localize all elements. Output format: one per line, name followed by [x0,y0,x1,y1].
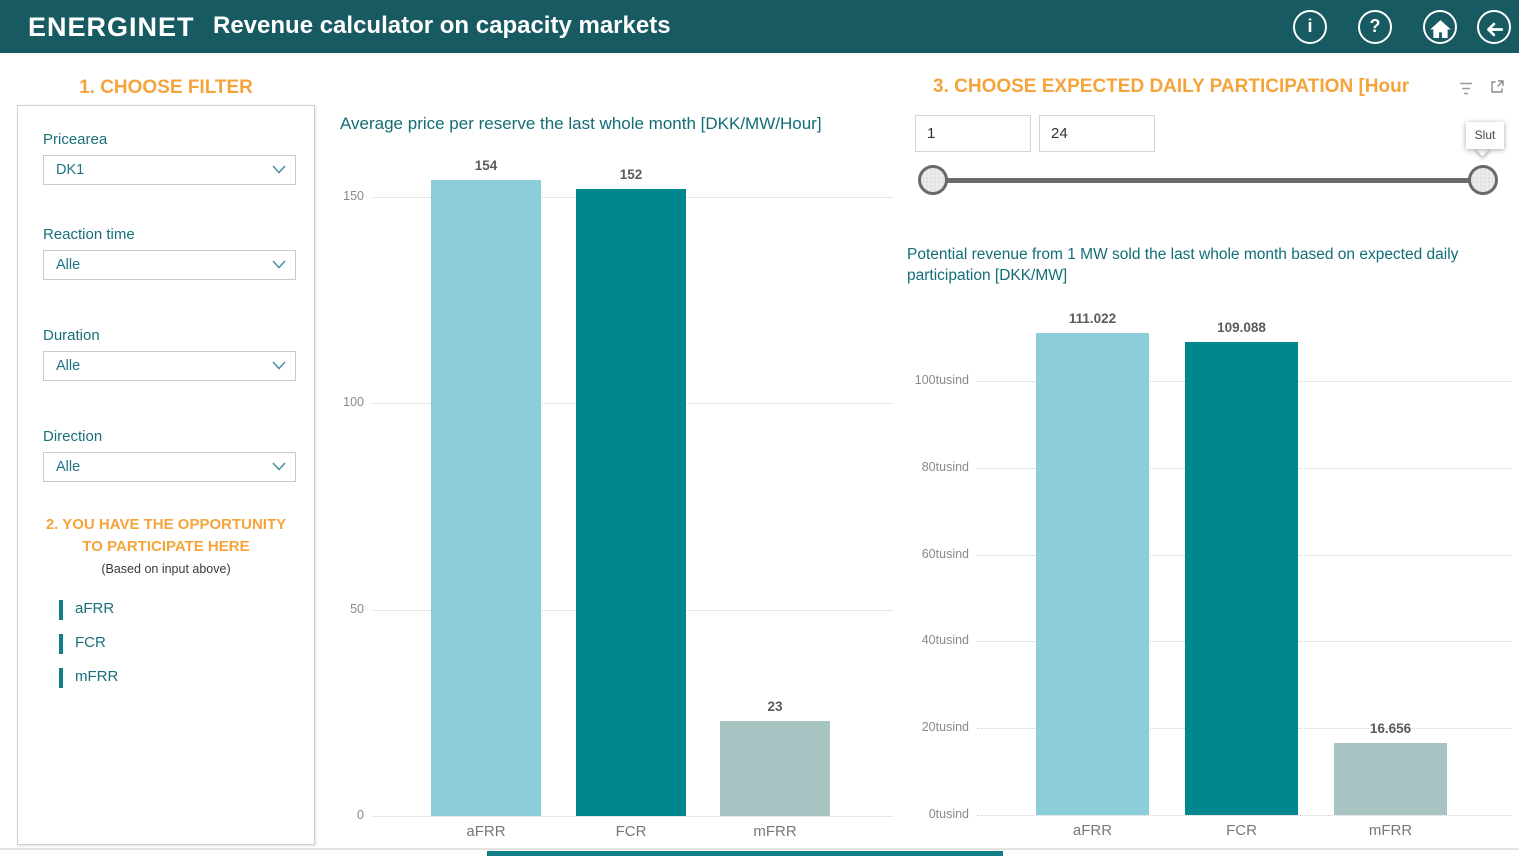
x-axis-category-label: FCR [615,823,647,840]
price-chart: Average price per reserve the last whole… [330,105,900,853]
energinet-logo: ENERGINET [28,12,195,42]
bar-value-label: 111.022 [1068,311,1117,327]
direction-filter-group: Direction Alle [43,428,296,482]
chart-title: Average price per reserve the last whole… [340,114,822,133]
back-icon[interactable] [1477,10,1511,44]
x-axis-category-label: aFRR [466,823,506,840]
tick-bar-icon [59,668,63,688]
pricearea-label: Pricearea [43,131,108,148]
participation-slider-track[interactable] [933,178,1483,183]
participation-start-input[interactable] [915,115,1031,152]
bar-afrr[interactable] [1036,333,1149,815]
chevron-down-icon [272,260,286,269]
opportunity-item-label: mFRR [75,668,119,685]
slider-handle-start[interactable] [918,165,948,195]
bar-value-label: 109.088 [1217,319,1266,335]
reaction-time-dropdown[interactable]: Alle [43,250,296,280]
duration-selected-value: Alle [56,358,81,374]
opportunity-item-afrr[interactable]: aFRR [59,599,179,621]
direction-dropdown[interactable]: Alle [43,452,296,482]
y-axis-tick-label: 0 [357,808,364,822]
x-axis-category-label: FCR [1226,822,1257,839]
reaction-time-filter-group: Reaction time Alle [43,226,296,280]
bar-value-label: 152 [619,166,643,182]
direction-selected-value: Alle [56,459,81,475]
opportunity-heading: 2. YOU HAVE THE OPPORTUNITY TO PARTICIPA… [18,514,314,558]
duration-label: Duration [43,327,100,344]
slider-handle-end[interactable] [1468,165,1498,195]
pricearea-dropdown[interactable]: DK1 [43,155,296,185]
filter-lines-icon[interactable] [1458,81,1474,96]
tick-bar-icon [59,634,63,654]
opportunity-item-mfrr[interactable]: mFRR [59,667,179,689]
y-axis-tick-label: 20tusind [921,720,969,735]
participation-end-input[interactable] [1039,115,1155,152]
page-bottom-divider [0,848,1519,850]
focus-mode-icon[interactable] [1489,79,1505,95]
bar-fcr[interactable] [1185,341,1298,815]
chart-title: Potential revenue from 1 MW sold the las… [907,246,1459,285]
chevron-down-icon [272,462,286,471]
reaction-time-selected-value: Alle [56,257,81,273]
filter-panel: Pricearea DK1 Reaction time Alle Duration All… [17,105,315,845]
gridline [977,815,1511,816]
home-glyph [1429,20,1451,38]
y-axis-tick-label: 50 [350,601,364,616]
info-icon[interactable]: i [1293,10,1327,44]
opportunity-heading-line1: 2. YOU HAVE THE OPPORTUNITY [45,516,287,533]
x-axis-category-label: mFRR [753,823,797,840]
slider-tooltip: Slut [1466,122,1504,149]
y-axis-tick-label: 100tusind [914,373,969,387]
gridline [372,816,893,817]
chevron-down-icon [272,165,286,174]
revenue-chart: Potential revenue from 1 MW sold the las… [905,240,1519,852]
bottom-accent-bar [487,851,1003,856]
opportunity-subheading: (Based on input above) [101,562,231,576]
help-icon[interactable]: ? [1358,10,1392,44]
opportunity-heading-line2: TO PARTICIPATE HERE [82,538,250,555]
duration-dropdown[interactable]: Alle [43,351,296,381]
bar-value-label: 16.656 [1369,720,1412,736]
bar-value-label: 23 [767,699,783,715]
page-title: Revenue calculator on capacity markets [213,12,671,39]
x-axis-category-label: aFRR [1072,822,1113,839]
pricearea-selected-value: DK1 [56,162,85,178]
bar-value-label: 154 [474,158,498,174]
opportunity-item-label: aFRR [75,600,115,617]
y-axis-tick-label: 150 [343,188,364,203]
tick-bar-icon [59,600,63,620]
duration-filter-group: Duration Alle [43,327,296,381]
app-header: ENERGINET Revenue calculator on capacity… [0,0,1519,53]
opportunity-item-fcr[interactable]: FCR [59,633,179,655]
home-icon[interactable] [1423,10,1457,44]
direction-label: Direction [43,428,103,445]
y-axis-tick-label: 60tusind [921,546,969,561]
filter-section-heading: 1. CHOOSE FILTER [79,77,253,98]
x-axis-category-label: mFRR [1368,822,1413,839]
bar-fcr[interactable] [576,188,686,816]
y-axis-tick-label: 0tusind [928,807,969,821]
back-arrow-glyph [1486,22,1503,37]
bar-mfrr[interactable] [1334,742,1447,815]
opportunity-item-label: FCR [75,634,106,651]
bar-mfrr[interactable] [720,721,830,816]
y-axis-tick-label: 100 [343,395,364,410]
reaction-time-label: Reaction time [43,226,135,243]
participation-panel: 3. CHOOSE EXPECTED DAILY PARTICIPATION [… [905,70,1519,240]
y-axis-tick-label: 40tusind [921,633,969,648]
y-axis-tick-label: 80tusind [921,459,969,474]
chevron-down-icon [272,361,286,370]
bar-afrr[interactable] [431,180,541,816]
participation-heading: 3. CHOOSE EXPECTED DAILY PARTICIPATION [… [933,76,1410,97]
pricearea-filter-group: Pricearea DK1 [43,131,296,185]
